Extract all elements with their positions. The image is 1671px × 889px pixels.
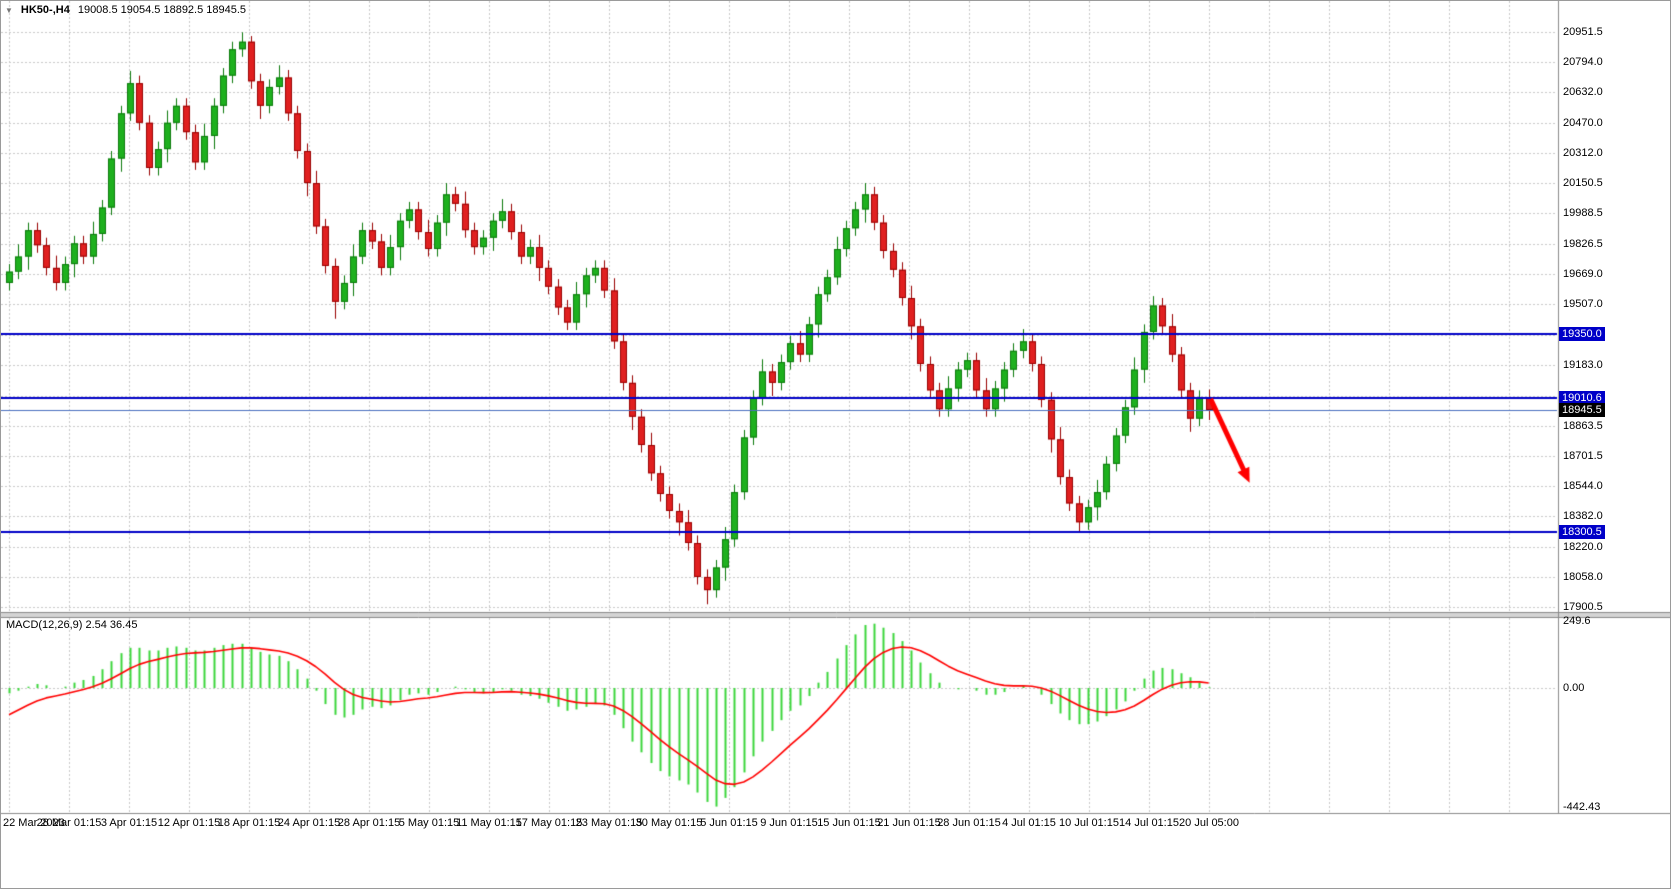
time-axis-label: 11 May 01:15 <box>456 817 522 829</box>
macd-axis-label: -442.43 <box>1563 800 1601 813</box>
time-axis-label: 17 May 01:15 <box>515 817 583 829</box>
macd-panel-area[interactable] <box>1 618 1558 813</box>
bid-price-tag[interactable]: 18945.5 <box>1559 403 1605 418</box>
time-axis-label: 5 Jun 01:15 <box>700 817 758 829</box>
time-axis-label: 30 May 01:15 <box>635 817 703 829</box>
time-axis-label: 28 Apr 01:15 <box>337 817 401 829</box>
time-axis-label: 28 Jun 01:15 <box>937 817 1001 829</box>
time-axis-label: 3 Apr 01:15 <box>100 817 158 829</box>
price-axis-label: 20632.0 <box>1563 86 1603 99</box>
price-axis-label: 18220.0 <box>1563 540 1603 553</box>
time-axis-label: 22 Mar 2023 <box>3 817 65 829</box>
price-axis-label: 18701.5 <box>1563 450 1603 463</box>
price-axis-label: 20951.5 <box>1563 26 1603 38</box>
price-axis-label: 19507.0 <box>1563 298 1603 311</box>
time-axis-label: 24 Apr 01:15 <box>277 817 341 829</box>
price-axis-label: 18382.0 <box>1563 510 1603 523</box>
price-axis-label: 20794.0 <box>1563 55 1603 68</box>
trend-arrow-annotation[interactable] <box>1204 393 1256 491</box>
time-axis-label: 20 Jul 05:00 <box>1179 817 1239 829</box>
time-axis-label: 5 May 01:15 <box>398 817 460 829</box>
price-axis-label: 18058.0 <box>1563 571 1603 584</box>
macd-axis-label: 249.6 <box>1563 615 1591 628</box>
price-axis-label: 19988.5 <box>1563 207 1603 220</box>
time-axis-label: 10 Jul 01:15 <box>1059 817 1119 829</box>
price-level-tag[interactable]: 19010.6 <box>1559 390 1605 405</box>
main-chart-area[interactable] <box>1 1 1558 612</box>
price-axis-label: 18544.0 <box>1563 479 1603 492</box>
time-axis-label: 9 Jun 01:15 <box>760 817 818 829</box>
macd-axis-label: 0.00 <box>1563 682 1585 694</box>
time-axis-label: 18 Apr 01:15 <box>217 817 281 829</box>
price-axis[interactable]: 20951.5 20794.0 20632.0 20470.0 20312.0 20150… <box>1559 1 1670 833</box>
time-axis-label: 15 Jun 01:15 <box>817 817 881 829</box>
price-level-tag[interactable]: 19350.0 <box>1559 326 1605 341</box>
price-axis-label: 19669.0 <box>1563 267 1603 280</box>
price-axis-label: 19826.5 <box>1563 238 1603 251</box>
price-axis-label: 18863.5 <box>1563 419 1603 432</box>
time-axis-label: 28 Mar 01:15 <box>36 817 102 829</box>
price-axis-label: 20150.5 <box>1563 176 1603 189</box>
time-axis-label: 23 May 01:15 <box>575 817 643 829</box>
price-axis-label: 17900.5 <box>1563 601 1603 613</box>
collapse-chart-icon[interactable]: ▼ <box>5 6 13 15</box>
time-axis[interactable]: 22 Mar 2023 28 Mar 01:15 3 Apr 01:15 12 Apr… <box>1 815 1557 833</box>
price-axis-label: 19183.0 <box>1563 359 1603 372</box>
price-level-tag[interactable]: 18300.5 <box>1559 524 1605 539</box>
price-axis-label: 20470.0 <box>1563 116 1603 129</box>
time-axis-label: 14 Jul 01:15 <box>1119 817 1179 829</box>
time-axis-label: 4 Jul 01:15 <box>1002 817 1056 829</box>
time-axis-label: 21 Jun 01:15 <box>877 817 941 829</box>
price-axis-label: 20312.0 <box>1563 146 1603 159</box>
time-axis-label: 12 Apr 01:15 <box>157 817 221 829</box>
